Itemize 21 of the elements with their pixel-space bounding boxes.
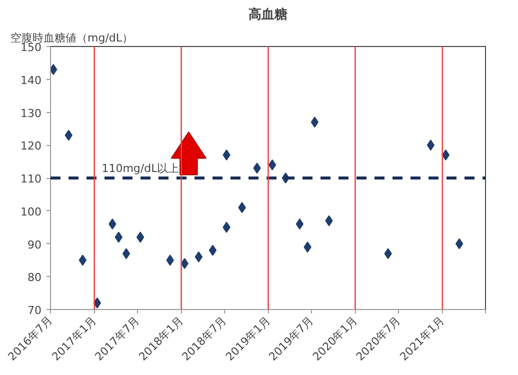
point [426,140,435,151]
y-tick-label: 130 [20,106,42,120]
point [310,116,319,128]
point [93,297,102,308]
point [455,238,464,250]
ref-line-label: 110mg/dL以上 [102,162,180,175]
y-tick-label: 110 [20,172,42,186]
y-tick-label: 90 [28,238,42,252]
y-tick-label: 100 [20,205,42,218]
y-tick-label: 140 [20,74,42,87]
point [442,149,450,160]
point [136,232,144,243]
point [122,248,130,260]
y-tick-label: 70 [28,304,42,317]
point [268,159,276,170]
point [208,244,217,256]
y-tick-label: 80 [28,271,42,284]
y-tick-label: 120 [20,140,42,153]
point [296,218,304,230]
chart-title: 高血糖 [248,6,288,22]
point [194,251,203,262]
